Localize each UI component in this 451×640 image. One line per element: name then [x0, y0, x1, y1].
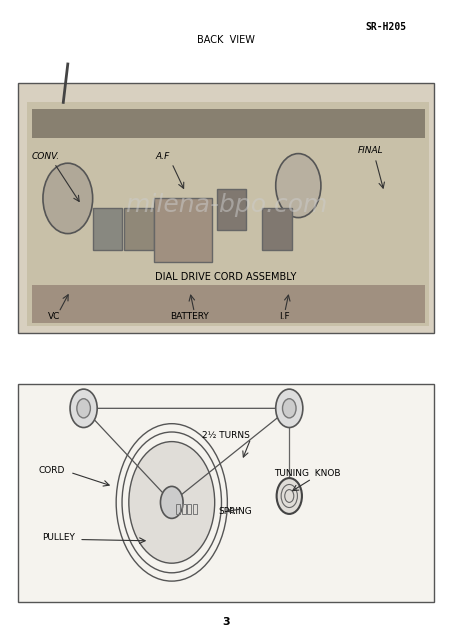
Bar [124, 208, 153, 250]
Text: milena-bpo.com: milena-bpo.com [124, 193, 327, 217]
Circle shape [129, 442, 214, 563]
Bar [32, 109, 424, 138]
Bar [216, 189, 246, 230]
Text: PULLEY: PULLEY [42, 533, 75, 542]
Bar [153, 198, 212, 262]
Text: CORD: CORD [39, 466, 65, 475]
Circle shape [275, 154, 320, 218]
Text: SR-H205: SR-H205 [365, 22, 406, 33]
Bar [32, 285, 424, 323]
Circle shape [282, 399, 295, 418]
Text: SPRING: SPRING [218, 508, 251, 516]
Bar [187, 504, 191, 514]
Text: BACK  VIEW: BACK VIEW [197, 35, 254, 45]
Circle shape [70, 389, 97, 428]
Circle shape [77, 399, 90, 418]
Circle shape [160, 486, 183, 518]
Bar [181, 504, 185, 514]
Bar [18, 83, 433, 333]
Circle shape [275, 389, 302, 428]
Text: CONV.: CONV. [31, 152, 59, 161]
Bar [176, 504, 180, 514]
Text: 3: 3 [222, 617, 229, 627]
Circle shape [43, 163, 92, 234]
Text: I.F: I.F [279, 312, 290, 321]
Text: 2½ TURNS: 2½ TURNS [202, 431, 249, 440]
Bar [27, 102, 428, 326]
Text: A.F: A.F [155, 152, 170, 161]
Bar [262, 208, 291, 250]
Bar [18, 384, 433, 602]
Text: DIAL DRIVE CORD ASSEMBLY: DIAL DRIVE CORD ASSEMBLY [155, 272, 296, 282]
Text: BATTERY: BATTERY [170, 312, 209, 321]
Bar [92, 208, 122, 250]
Circle shape [276, 478, 301, 514]
Text: FINAL: FINAL [357, 146, 382, 155]
Text: VC: VC [48, 312, 60, 321]
Bar [192, 504, 196, 514]
Text: TUNING  KNOB: TUNING KNOB [273, 469, 340, 478]
